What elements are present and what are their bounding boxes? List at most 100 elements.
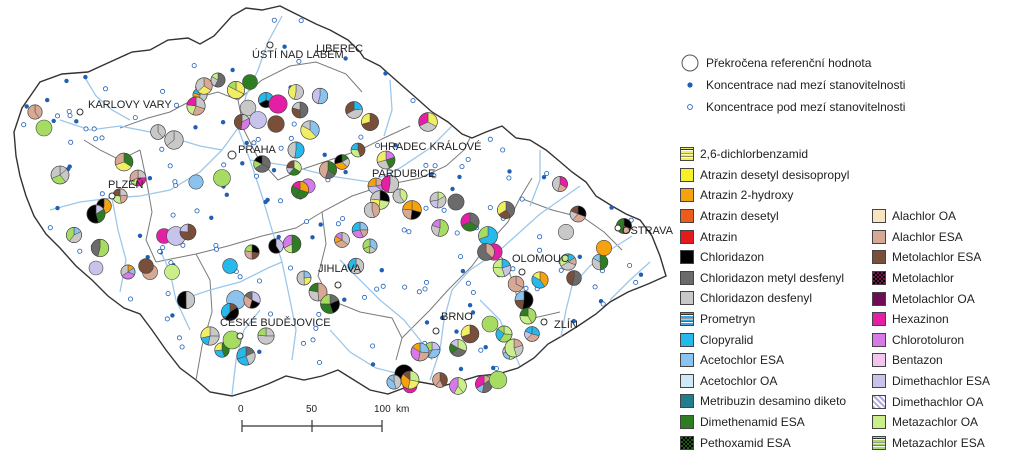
pie-slice xyxy=(239,99,257,117)
dot-below-limit xyxy=(68,139,74,145)
pie-outline xyxy=(566,270,582,286)
legend-swatch xyxy=(872,229,886,244)
legend-label: Chlorotoluron xyxy=(892,332,965,347)
dot-below-limit xyxy=(103,86,109,92)
dot-above-limit xyxy=(45,97,50,103)
pie-outline xyxy=(308,282,328,302)
city-marker-olomouc xyxy=(518,268,526,276)
sample-pie xyxy=(236,346,256,366)
dot-below-limit xyxy=(458,254,464,260)
dot-below-limit xyxy=(304,219,310,225)
pie-slice xyxy=(557,224,574,241)
dot-below-limit xyxy=(423,279,429,285)
sample-pie xyxy=(253,155,271,173)
dot-above-limit xyxy=(137,233,143,238)
pie-outline xyxy=(257,327,275,345)
region-border xyxy=(195,253,213,381)
region-border xyxy=(119,91,239,129)
river xyxy=(383,79,393,137)
river xyxy=(59,15,283,151)
legend-item: Metribuzin desamino diketo xyxy=(680,391,849,412)
dot-above-limit xyxy=(450,186,455,192)
dot-below-limit xyxy=(370,343,376,349)
sample-pie xyxy=(447,193,465,211)
pie-outline xyxy=(431,219,449,237)
region-border xyxy=(317,211,403,361)
pie-slice xyxy=(164,264,180,280)
sample-pie xyxy=(362,238,378,254)
sample-pie xyxy=(481,315,499,333)
city-label-praha: PRAHA xyxy=(238,144,277,156)
pie-outline xyxy=(243,291,261,309)
legend-label: Metolachlor OA xyxy=(892,291,975,306)
pie-outline xyxy=(164,130,184,150)
dot-below-limit xyxy=(500,147,506,153)
pie-outline xyxy=(287,141,305,159)
dot-below-limit xyxy=(465,156,471,162)
legend-substances-left: 2,6-dichlorbenzamid Atrazin desetyl desis… xyxy=(680,144,849,453)
dot-below-limit xyxy=(310,337,316,343)
legend-swatch xyxy=(680,147,694,162)
pie-outline xyxy=(400,370,420,390)
pie-outline xyxy=(402,200,422,220)
pie-outline xyxy=(114,152,134,172)
pie-slice xyxy=(35,119,53,137)
pie-slice xyxy=(481,315,499,333)
dot-above-limit xyxy=(379,268,384,273)
pie-outline xyxy=(177,290,196,309)
river xyxy=(329,329,401,375)
sample-pie xyxy=(495,325,513,343)
legend-swatch xyxy=(680,353,694,368)
city-label-pardubice: PARDUBICE xyxy=(372,168,435,180)
legend-label: Prometryn xyxy=(700,312,756,327)
legend-label-exceeded: Překročena referenční hodnota xyxy=(706,56,872,70)
dot-below-limit xyxy=(375,142,381,148)
legend-label: Atrazin desetyl xyxy=(700,209,779,224)
sample-pie xyxy=(120,264,136,280)
sample-pie xyxy=(300,120,320,140)
sample-pie xyxy=(177,290,196,309)
city-label-usti: ÚSTÍ NAD LABEM xyxy=(252,48,344,61)
legend-label: Chloridazon desfenyl xyxy=(700,291,813,306)
pie-outline xyxy=(286,160,302,176)
sample-pie xyxy=(150,124,166,140)
region-border xyxy=(139,149,157,263)
pie-outline xyxy=(507,275,525,293)
sample-pie xyxy=(566,270,582,286)
dot-below-limit xyxy=(132,115,138,121)
sample-pie xyxy=(282,234,302,254)
pie-outline xyxy=(227,81,246,100)
sample-pie xyxy=(497,201,515,219)
sample-pie xyxy=(431,219,449,237)
dot-below-limit xyxy=(558,267,564,273)
sample-pie xyxy=(267,115,285,133)
country-outline xyxy=(13,5,667,397)
pie-outline xyxy=(495,325,513,343)
dot-below-limit xyxy=(544,170,550,176)
legend-label: Dimethachlor ESA xyxy=(892,374,991,389)
pie-outline xyxy=(350,142,366,158)
sample-pie xyxy=(200,326,220,346)
sample-pie xyxy=(164,264,180,280)
city-marker-ceske-budejovice xyxy=(236,332,244,340)
dot-below-limit xyxy=(470,289,476,295)
river xyxy=(159,249,191,331)
legend-label: Bentazon xyxy=(892,353,943,368)
legend-swatch xyxy=(680,188,694,203)
sample-pie xyxy=(559,253,577,271)
dot-above-limit xyxy=(257,349,262,354)
city-marker-ostrava xyxy=(614,224,622,232)
river xyxy=(529,150,541,207)
sample-pie xyxy=(311,87,329,105)
legend-swatch xyxy=(680,312,694,327)
dot-below-limit xyxy=(432,163,438,169)
pie-outline xyxy=(429,191,447,209)
dot-above-limit xyxy=(638,272,644,277)
legend-swatch xyxy=(680,167,694,182)
dot-below-limit xyxy=(160,88,166,94)
pie-outline xyxy=(432,372,448,388)
city-label-olomouc: OLOMOUC xyxy=(512,253,569,265)
dot-above-limit xyxy=(383,71,388,76)
hollow-dot-icon xyxy=(680,97,700,117)
dot-below-limit xyxy=(194,208,200,214)
